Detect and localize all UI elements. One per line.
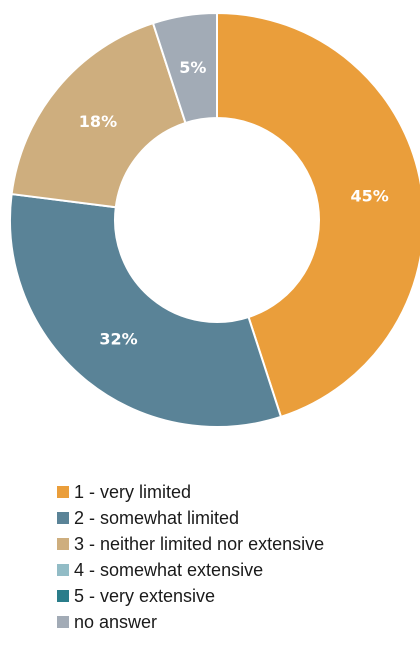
- legend-swatch: [57, 486, 69, 498]
- legend-item: 2 - somewhat limited: [57, 505, 420, 531]
- legend-item: 1 - very limited: [57, 479, 420, 505]
- slices-layer: [9, 11, 420, 428]
- donut-slice-6: [151, 11, 218, 125]
- chart-legend: 1 - very limited 2 - somewhat limited 3 - …: [57, 479, 420, 635]
- legend-swatch: [57, 512, 69, 524]
- legend-swatch: [57, 538, 69, 550]
- slice-value-label: 32%: [99, 330, 137, 349]
- donut-slice-2: [9, 192, 283, 428]
- legend-label: 2 - somewhat limited: [74, 507, 240, 528]
- legend-item: no answer: [57, 609, 420, 635]
- legend-item: 4 - somewhat extensive: [57, 557, 420, 583]
- legend-swatch: [57, 616, 69, 628]
- slice-value-label: 45%: [350, 186, 388, 205]
- slice-value-label: 5%: [179, 58, 206, 77]
- donut-slice-3: [10, 21, 187, 209]
- labels-layer: 45% 32% 18% 5%: [79, 58, 389, 349]
- legend-label: 4 - somewhat extensive: [74, 559, 264, 580]
- legend-label: 1 - very limited: [74, 481, 192, 502]
- legend-label: 3 - neither limited nor extensive: [74, 533, 325, 554]
- slice-value-label: 18%: [79, 112, 117, 131]
- legend-swatch: [57, 564, 69, 576]
- legend-label: no answer: [74, 611, 158, 632]
- donut-slice-1: [216, 11, 420, 419]
- donut-chart: 45% 32% 18% 5%: [9, 11, 420, 428]
- legend-item: 5 - very extensive: [57, 583, 420, 609]
- legend-swatch: [57, 590, 69, 602]
- legend-item: 3 - neither limited nor extensive: [57, 531, 420, 557]
- legend-label: 5 - very extensive: [74, 585, 216, 606]
